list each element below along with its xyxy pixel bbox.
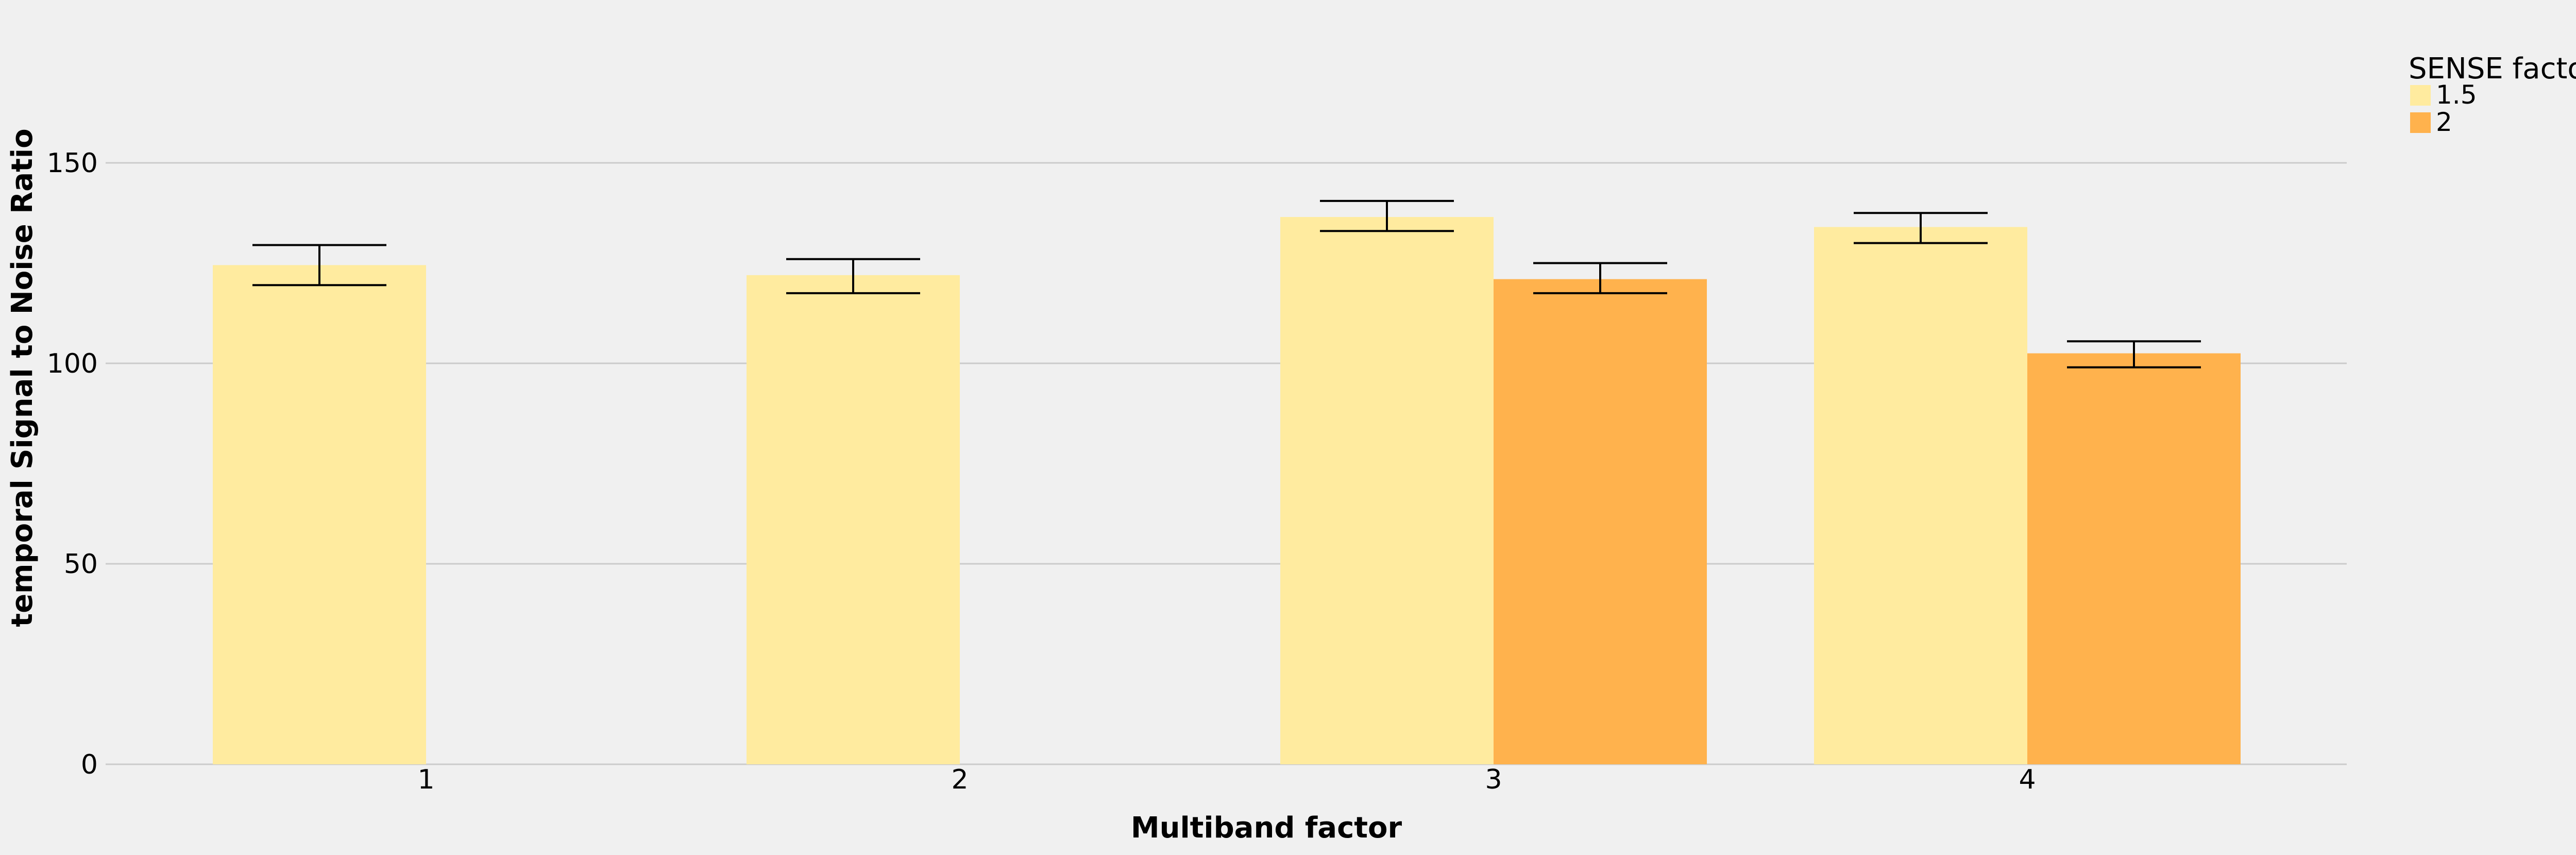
bar-series-0-cat-2 <box>1280 217 1494 764</box>
x-tick-label-2: 3 <box>1485 764 1502 795</box>
bar-series-1-cat-2 <box>1494 279 1707 764</box>
legend-swatch-0 <box>2410 85 2431 106</box>
legend-label-0: 1.5 <box>2436 80 2477 110</box>
error-bar-series-0-cat-1 <box>786 258 920 294</box>
y-tick-label-0: 0 <box>81 749 98 780</box>
error-bar-series-1-cat-3 <box>2067 340 2201 368</box>
error-bar-series-1-cat-2 <box>1533 262 1667 294</box>
error-bar-series-0-cat-0 <box>252 244 386 287</box>
legend-label-1: 2 <box>2436 107 2452 137</box>
error-bar-series-0-cat-2 <box>1320 199 1454 232</box>
legend-swatch-1 <box>2410 112 2431 133</box>
x-axis-label: Multiband factor <box>1131 811 1402 845</box>
x-tick-label-1: 2 <box>951 764 968 795</box>
legend: SENSE factor 1.52 <box>2409 52 2576 137</box>
bar-series-0-cat-3 <box>1814 227 2027 765</box>
y-tick-label-1: 50 <box>64 549 98 580</box>
bar-series-0-cat-1 <box>747 275 960 764</box>
y-tick-label-3: 150 <box>47 148 98 179</box>
y-tick-labels: 0 50 100 150 <box>47 148 98 780</box>
error-bar-series-0-cat-3 <box>1854 212 1988 244</box>
bar-series-1-cat-3 <box>2027 353 2241 764</box>
error-bars <box>252 199 2201 368</box>
y-axis-label: temporal Signal to Noise Ratio <box>6 128 39 627</box>
bar-series-0-cat-0 <box>213 265 426 764</box>
legend-title: SENSE factor <box>2409 52 2576 86</box>
y-tick-label-2: 100 <box>47 348 98 379</box>
x-tick-label-3: 4 <box>2019 764 2036 795</box>
bars <box>213 217 2241 765</box>
x-tick-labels: 1 2 3 4 <box>417 764 2036 795</box>
x-tick-label-0: 1 <box>417 764 434 795</box>
